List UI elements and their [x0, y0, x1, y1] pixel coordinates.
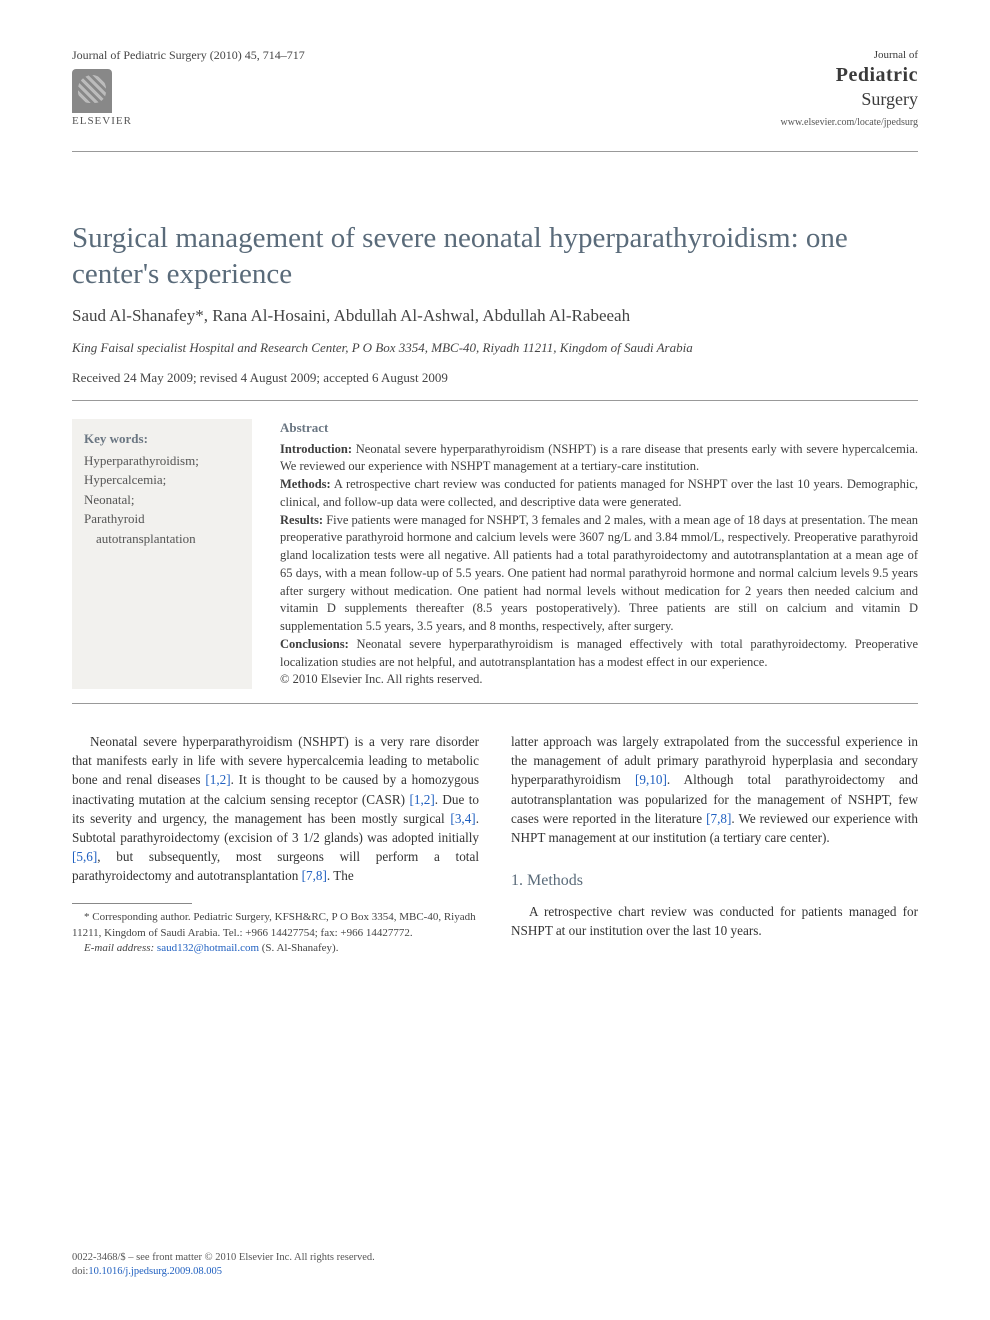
abstract-bottom-rule — [72, 703, 918, 704]
footnote-rule — [72, 903, 192, 904]
keyword-item: Hypercalcemia; — [84, 470, 240, 490]
citation-link[interactable]: [7,8] — [302, 868, 327, 883]
article-dates: Received 24 May 2009; revised 4 August 2… — [72, 370, 918, 386]
article-affiliation: King Faisal specialist Hospital and Rese… — [72, 340, 918, 356]
citation-link[interactable]: [1,2] — [409, 792, 434, 807]
abstract-methods-label: Methods: — [280, 477, 331, 491]
keyword-item: Hyperparathyroidism; — [84, 451, 240, 471]
body-para-1-cont: latter approach was largely extrapolated… — [511, 732, 918, 847]
footnotes: * Corresponding author. Pediatric Surger… — [72, 910, 479, 956]
keywords-heading: Key words: — [84, 429, 240, 449]
journal-logo: Journal of Pediatric Surgery www.elsevie… — [781, 48, 918, 129]
page-header: Journal of Pediatric Surgery (2010) 45, … — [72, 48, 918, 129]
citation-link[interactable]: [1,2] — [205, 772, 230, 787]
abstract-results-label: Results: — [280, 513, 323, 527]
doi-link[interactable]: 10.1016/j.jpedsurg.2009.08.005 — [88, 1266, 222, 1277]
footer-doi: doi:10.1016/j.jpedsurg.2009.08.005 — [72, 1265, 375, 1280]
citation-link[interactable]: [9,10] — [635, 772, 667, 787]
email-link[interactable]: saud132@hotmail.com — [157, 942, 259, 954]
citation-link[interactable]: [7,8] — [706, 811, 731, 826]
corresponding-author-note: * Corresponding author. Pediatric Surger… — [72, 910, 479, 941]
abstract-conclusions: Conclusions: Neonatal severe hyperparath… — [280, 636, 918, 672]
article-title: Surgical management of severe neonatal h… — [72, 220, 918, 293]
abstract-intro-text: Neonatal severe hyperparathyroidism (NSH… — [280, 442, 918, 474]
journal-logo-line1: Journal of — [781, 48, 918, 62]
abstract-intro-label: Introduction: — [280, 442, 352, 456]
keywords-box: Key words: Hyperparathyroidism; Hypercal… — [72, 419, 252, 689]
article-authors: Saud Al-Shanafey*, Rana Al-Hosaini, Abdu… — [72, 306, 918, 326]
body-text: . The — [327, 868, 354, 883]
body-column-right: latter approach was largely extrapolated… — [511, 732, 918, 956]
abstract-intro: Introduction: Neonatal severe hyperparat… — [280, 441, 918, 477]
journal-url[interactable]: www.elsevier.com/locate/jpedsurg — [781, 116, 918, 129]
publisher-block: ELSEVIER — [72, 69, 305, 127]
email-note: E-mail address: saud132@hotmail.com (S. … — [72, 941, 479, 956]
journal-reference: Journal of Pediatric Surgery (2010) 45, … — [72, 48, 305, 63]
elsevier-tree-icon — [72, 69, 112, 113]
body-column-left: Neonatal severe hyperparathyroidism (NSH… — [72, 732, 479, 956]
doi-prefix: doi: — [72, 1266, 88, 1277]
footer-copyright: 0022-3468/$ – see front matter © 2010 El… — [72, 1251, 375, 1266]
abstract-copyright: © 2010 Elsevier Inc. All rights reserved… — [280, 671, 918, 689]
abstract-results-text: Five patients were managed for NSHPT, 3 … — [280, 513, 918, 634]
section-heading-methods: 1. Methods — [511, 869, 918, 892]
citation-link[interactable]: [5,6] — [72, 849, 97, 864]
abstract-results: Results: Five patients were managed for … — [280, 512, 918, 636]
email-tail: (S. Al-Shanafey). — [259, 942, 338, 954]
abstract-conclusions-text: Neonatal severe hyperparathyroidism is m… — [280, 637, 918, 669]
abstract-top-rule — [72, 400, 918, 401]
email-label: E-mail address: — [84, 942, 154, 954]
citation-link[interactable]: [3,4] — [450, 811, 475, 826]
abstract-conclusions-label: Conclusions: — [280, 637, 349, 651]
journal-logo-line2: Pediatric — [781, 62, 918, 88]
keyword-item: Parathyroid — [84, 509, 240, 529]
header-left: Journal of Pediatric Surgery (2010) 45, … — [72, 48, 305, 127]
keyword-item: Neonatal; — [84, 490, 240, 510]
abstract-heading: Abstract — [280, 419, 918, 437]
publisher-name: ELSEVIER — [72, 115, 132, 127]
journal-logo-line3: Surgery — [781, 88, 918, 111]
page-footer: 0022-3468/$ – see front matter © 2010 El… — [72, 1251, 375, 1280]
keyword-item: autotransplantation — [84, 529, 240, 549]
abstract-methods: Methods: A retrospective chart review wa… — [280, 476, 918, 512]
body-columns: Neonatal severe hyperparathyroidism (NSH… — [72, 732, 918, 956]
methods-para-1: A retrospective chart review was conduct… — [511, 902, 918, 940]
header-rule — [72, 151, 918, 152]
body-text: , but subsequently, most surgeons will p… — [72, 849, 479, 883]
abstract-box: Abstract Introduction: Neonatal severe h… — [280, 419, 918, 689]
abstract-methods-text: A retrospective chart review was conduct… — [280, 477, 918, 509]
abstract-row: Key words: Hyperparathyroidism; Hypercal… — [72, 419, 918, 689]
body-para-1: Neonatal severe hyperparathyroidism (NSH… — [72, 732, 479, 885]
